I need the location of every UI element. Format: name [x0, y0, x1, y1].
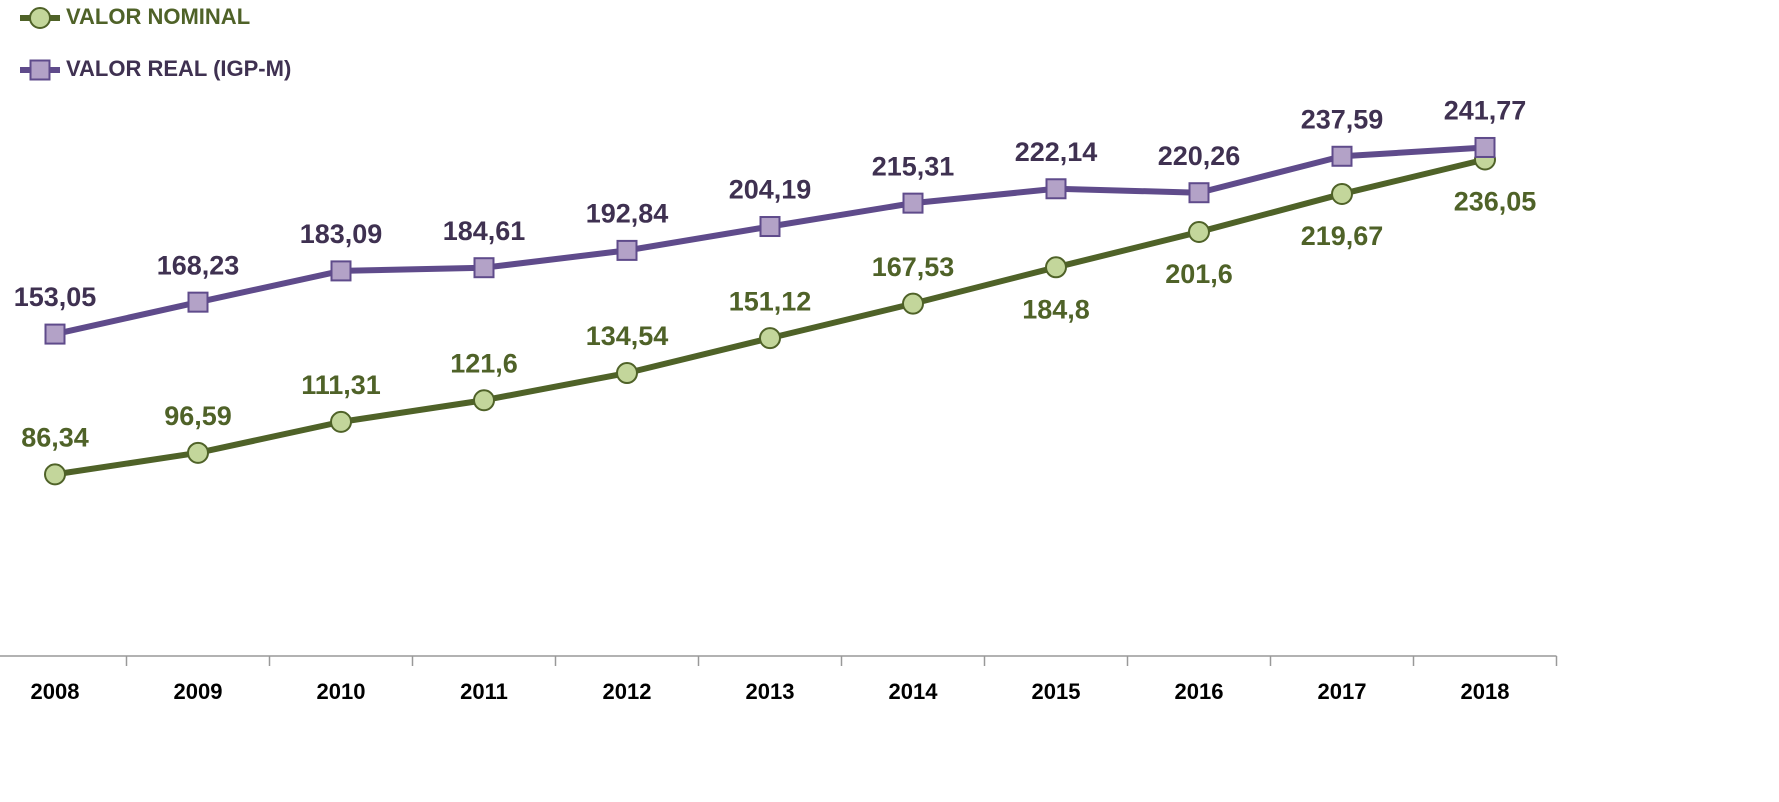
- data-point: [44, 463, 66, 486]
- data-point: [759, 216, 781, 238]
- data-label: 184,8: [1022, 294, 1090, 324]
- data-label: 86,34: [21, 423, 89, 453]
- x-tick-label: 2008: [31, 679, 80, 704]
- data-label: 134,54: [586, 321, 669, 351]
- data-label: 241,77: [1444, 96, 1527, 126]
- data-label: 236,05: [1454, 187, 1537, 217]
- data-point: [1188, 220, 1210, 243]
- data-point: [187, 291, 209, 313]
- data-label: 183,09: [300, 219, 383, 249]
- data-label: 204,19: [729, 175, 812, 205]
- legend-label: VALOR REAL (IGP-M): [66, 56, 291, 81]
- series-line: [54, 156, 1486, 478]
- data-label: 153,05: [14, 282, 97, 312]
- data-label: 192,84: [586, 199, 669, 229]
- data-point: [1045, 178, 1067, 200]
- data-label: 215,31: [872, 151, 955, 181]
- x-tick-label: 2012: [603, 679, 652, 704]
- data-point: [1045, 256, 1067, 279]
- x-tick-label: 2018: [1461, 679, 1510, 704]
- x-tick-label: 2010: [317, 679, 366, 704]
- data-point: [1331, 145, 1353, 167]
- data-label: 220,26: [1158, 141, 1241, 171]
- data-point: [1474, 136, 1496, 158]
- data-point: [44, 323, 66, 345]
- data-label: 184,61: [443, 216, 526, 246]
- data-label: 167,53: [872, 252, 955, 282]
- x-tick-label: 2009: [174, 679, 223, 704]
- data-point: [616, 239, 638, 261]
- data-point: [1188, 182, 1210, 204]
- data-point: [473, 389, 495, 412]
- data-label: 201,6: [1165, 259, 1233, 289]
- x-tick-label: 2014: [889, 679, 939, 704]
- legend-marker: [29, 7, 51, 29]
- x-tick-label: 2017: [1318, 679, 1367, 704]
- x-tick-label: 2011: [460, 679, 508, 704]
- data-point: [473, 257, 495, 279]
- legend-label: VALOR NOMINAL: [66, 4, 250, 29]
- data-label: 168,23: [157, 250, 240, 280]
- data-label: 222,14: [1015, 137, 1098, 167]
- data-point: [902, 192, 924, 214]
- x-tick-label: 2013: [746, 679, 795, 704]
- x-tick-label: 2016: [1175, 679, 1224, 704]
- data-label: 111,31: [301, 370, 381, 400]
- data-label: 96,59: [164, 401, 232, 431]
- data-point: [616, 362, 638, 385]
- x-tick-label: 2015: [1032, 679, 1081, 704]
- data-point: [1331, 182, 1353, 205]
- data-label: 121,6: [450, 348, 518, 378]
- data-point: [330, 260, 352, 282]
- data-point: [759, 327, 781, 350]
- data-point: [187, 441, 209, 464]
- legend-marker: [29, 59, 51, 81]
- data-point: [902, 292, 924, 315]
- data-label: 219,67: [1301, 221, 1384, 251]
- data-label: 237,59: [1301, 104, 1384, 134]
- data-point: [330, 410, 352, 433]
- data-label: 151,12: [729, 286, 812, 316]
